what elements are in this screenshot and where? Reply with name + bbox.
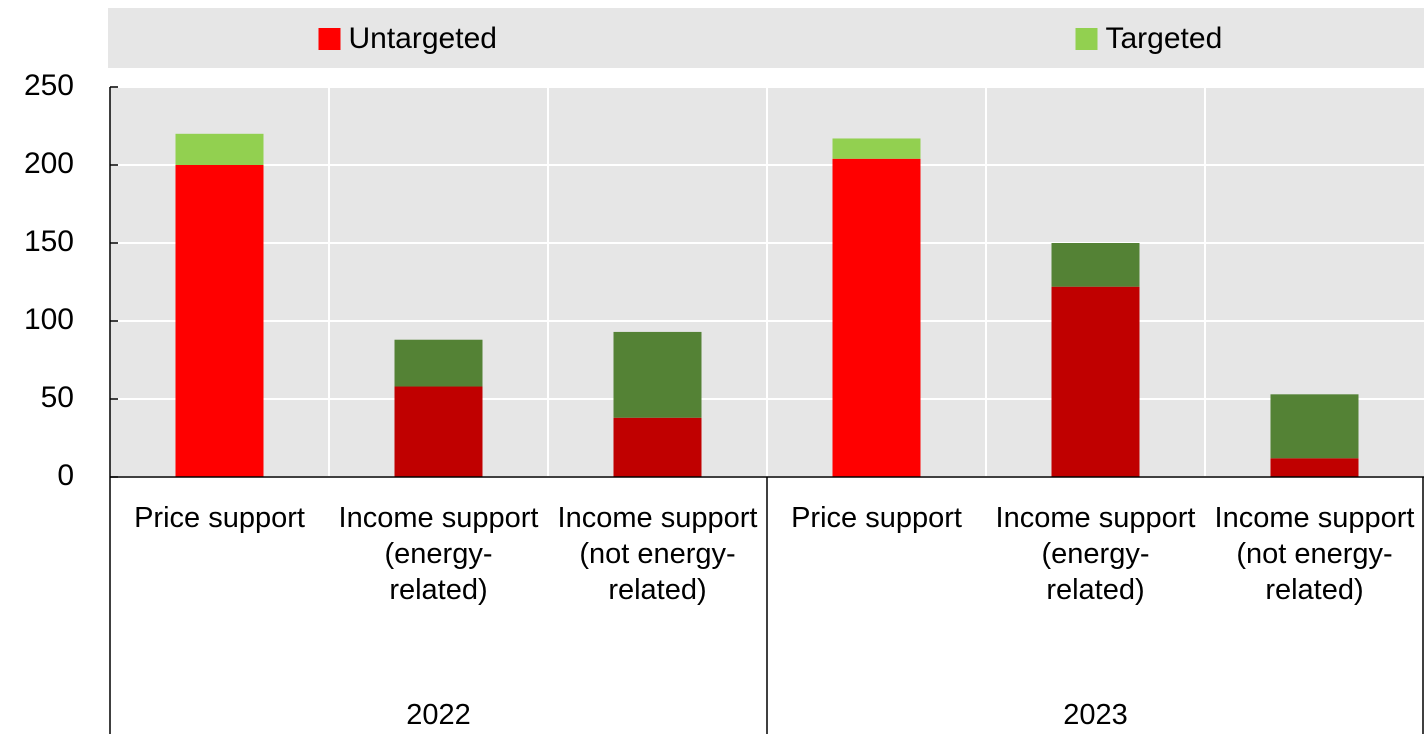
bar-segment [394,386,483,477]
x-tick-label: Price support [791,502,962,534]
y-tick-label: 0 [57,459,74,492]
bar-segment [832,158,921,477]
legend-label: Untargeted [349,22,497,55]
bar-segment [175,133,264,165]
y-tick-label: 50 [41,381,74,414]
legend-band [108,8,1424,68]
bar-segment [175,165,264,477]
group-label: 2023 [1063,699,1128,731]
bar-segment [832,138,921,159]
x-tick-label: Income support (energy-related) [338,502,539,606]
x-tick-label: Income support (not energy-related) [1214,502,1415,606]
legend-swatch [1075,28,1098,50]
y-tick-label: 150 [24,225,74,258]
x-tick-label: Income support (not energy-related) [557,502,758,606]
bar-segment [1270,458,1359,477]
y-tick-label: 100 [24,303,74,336]
y-tick-label: 200 [24,147,74,180]
x-tick-label: Income support (energy-related) [995,502,1196,606]
bar-segment [613,331,702,418]
legend-label: Targeted [1106,22,1223,55]
bar-segment [1051,286,1140,477]
bar-segment [1270,394,1359,459]
y-tick-label: 250 [24,69,74,102]
bar-segment [394,339,483,387]
group-label: 2022 [406,699,471,731]
bar-segment [613,417,702,477]
legend-swatch [318,28,341,50]
bar-segment [1051,243,1140,287]
x-tick-label: Price support [134,502,305,534]
